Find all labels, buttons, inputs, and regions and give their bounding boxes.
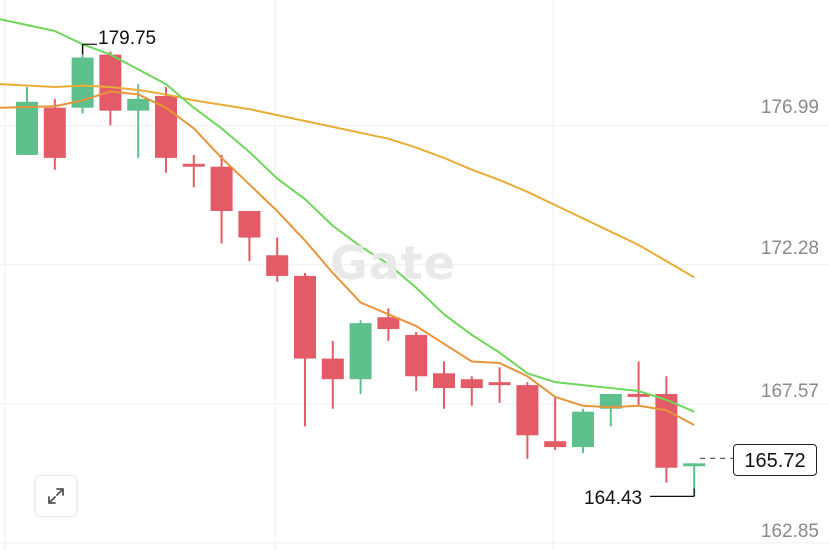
candle-body [433,373,455,389]
candle-body [572,411,594,448]
expand-button[interactable] [36,476,76,516]
low-price-label: 164.43 [584,488,643,509]
current-price-label: 165.72 [733,444,817,476]
ma-slow-line [0,83,695,279]
candle-body [460,379,483,389]
candle-body [683,463,706,467]
candle-body [43,107,66,158]
y-tick-label: 172.28 [760,238,819,259]
candle-body [627,393,650,397]
candle-body [599,393,622,409]
expand-arrows-icon [48,488,64,504]
candle-body [321,358,344,380]
candle-body [266,255,289,276]
candle-body [544,441,567,448]
candle-body [155,95,177,158]
high-price-label: 179.75 [98,28,157,49]
candle-body [405,334,428,377]
candle-body [488,382,511,386]
candle-body [377,317,400,330]
candle-body [127,98,150,111]
candle-body [71,57,94,108]
ma-fast-line [0,90,695,426]
y-tick-label: 176.99 [760,97,819,118]
candle-body [516,385,539,436]
candle-body [655,393,678,468]
ma-mid-line [0,18,695,413]
watermark-logo: Gate [330,236,456,290]
candle-body [182,163,205,167]
candle-body [99,54,122,111]
y-tick-label: 167.57 [760,381,819,402]
candle-body [349,323,372,380]
candle-body [238,211,261,238]
candle-body [16,101,38,155]
y-tick-label: 162.85 [760,521,819,542]
candle-body [210,166,233,212]
candle-body [294,275,316,359]
